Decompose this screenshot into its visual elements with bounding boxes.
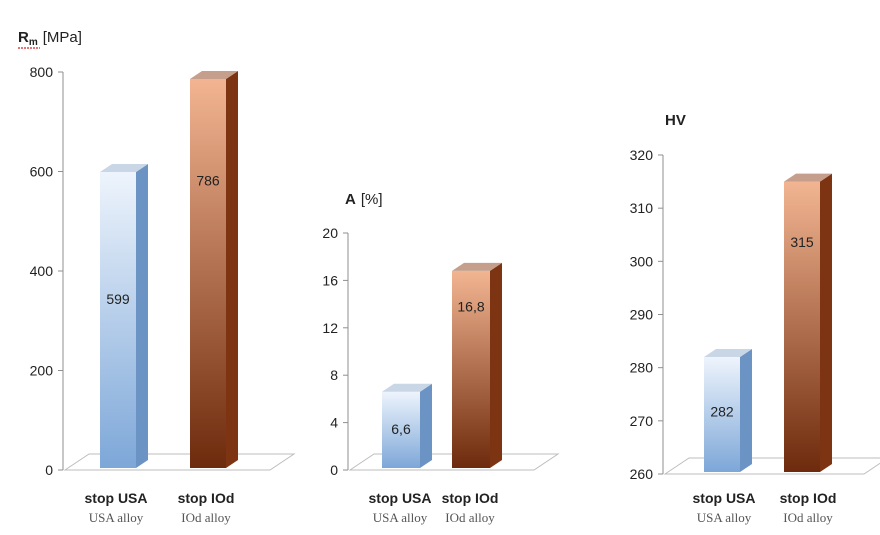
chart-floor [663, 457, 880, 475]
bar-stop-usa [100, 171, 136, 468]
y-tick-label: 260 [630, 466, 654, 482]
bar-top-face [452, 262, 502, 271]
y-tick-label: 270 [630, 413, 654, 429]
bar-top-face [190, 70, 238, 79]
y-tick-label: 20 [322, 225, 338, 241]
y-tick-label: 290 [630, 307, 654, 323]
bar-top-face [382, 383, 432, 392]
category-sublabel: USA alloy [697, 510, 752, 525]
y-tick-label: 200 [30, 363, 54, 379]
category-label: stop USA [85, 490, 148, 506]
category-sublabel: USA alloy [89, 510, 144, 525]
y-tick-label: 12 [322, 320, 338, 336]
data-label: 599 [106, 291, 130, 307]
category-sublabel: IOd alloy [445, 510, 495, 525]
chart-title: HV [665, 112, 686, 129]
data-label: 16,8 [457, 298, 484, 314]
data-label: 315 [790, 234, 814, 250]
y-tick-label: 300 [630, 253, 654, 269]
category-label: stop IOd [442, 490, 499, 506]
y-tick-label: 8 [330, 367, 338, 383]
category-label: stop USA [369, 490, 432, 506]
chart-floor [348, 453, 560, 471]
y-tick-label: 310 [630, 200, 654, 216]
y-tick-label: 800 [30, 64, 54, 80]
bar-top-face [784, 173, 832, 182]
chart-title: Rm [MPa] [18, 29, 82, 48]
bar-stop-iod [452, 270, 490, 468]
bar-side-face [420, 383, 432, 468]
y-tick-label: 0 [45, 462, 53, 478]
y-tick-label: 4 [330, 415, 338, 431]
bar-side-face [490, 262, 502, 468]
y-tick-label: 0 [330, 462, 338, 478]
y-tick-label: 320 [630, 147, 654, 163]
bar-stop-iod [190, 78, 226, 468]
y-tick-label: 280 [630, 360, 654, 376]
category-label: stop USA [693, 490, 756, 506]
data-label: 282 [710, 404, 734, 420]
category-label: stop IOd [780, 490, 837, 506]
bar-side-face [820, 173, 832, 473]
bar-side-face [226, 70, 238, 468]
bar-side-face [740, 349, 752, 472]
y-tick-label: 600 [30, 164, 54, 180]
category-sublabel: USA alloy [373, 510, 428, 525]
chart-floor [63, 453, 296, 471]
bar-stop-iod [784, 181, 820, 473]
y-tick-label: 16 [322, 272, 338, 288]
bar-stop-usa [704, 357, 740, 472]
category-sublabel: IOd alloy [181, 510, 231, 525]
bar-side-face [136, 163, 148, 468]
data-label: 6,6 [391, 421, 411, 437]
chart-title: A [%] [345, 191, 383, 208]
y-tick-label: 400 [30, 263, 54, 279]
category-label: stop IOd [178, 490, 235, 506]
bar-top-face [100, 163, 148, 172]
bar-top-face [704, 349, 752, 358]
data-label: 786 [196, 172, 220, 188]
bar-stop-usa [382, 391, 420, 468]
category-sublabel: IOd alloy [783, 510, 833, 525]
